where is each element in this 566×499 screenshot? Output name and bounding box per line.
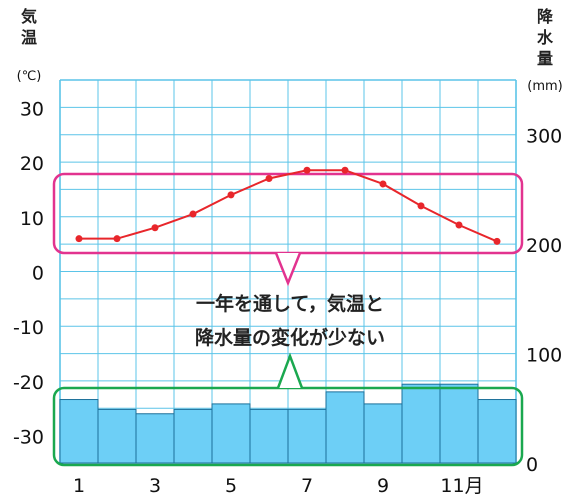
y-right-unit: (mm) bbox=[527, 79, 562, 94]
x-tick-label: 7 bbox=[301, 475, 313, 497]
precipitation-bracket-pointer bbox=[276, 352, 304, 389]
y-right-tick-label: 300 bbox=[526, 126, 562, 148]
precipitation-bar bbox=[287, 408, 327, 464]
precipitation-bar bbox=[173, 408, 213, 464]
temperature-point bbox=[379, 180, 387, 188]
precipitation-bar bbox=[59, 399, 99, 464]
x-tick-label: 5 bbox=[225, 475, 237, 497]
precipitation-bar bbox=[97, 408, 137, 464]
y-left-tick-label: -20 bbox=[13, 372, 44, 394]
temperature-series bbox=[75, 166, 501, 245]
precipitation-bar bbox=[477, 399, 517, 464]
precipitation-bar bbox=[135, 413, 175, 464]
x-tick-label: 9 bbox=[377, 475, 389, 497]
y-left-tick-label: -10 bbox=[13, 317, 44, 339]
y-left-tick-label: 0 bbox=[32, 263, 44, 285]
temperature-point bbox=[75, 235, 83, 243]
precipitation-bar bbox=[363, 403, 403, 464]
y-right-tick-label: 200 bbox=[526, 235, 562, 257]
y-left-tick-label: 30 bbox=[20, 98, 44, 120]
y-right-title-char: 降 bbox=[537, 7, 554, 26]
precipitation-bars bbox=[59, 383, 517, 464]
y-left-title-char: 温 bbox=[20, 28, 37, 47]
precipitation-bar bbox=[249, 408, 289, 464]
y-left-unit: (℃) bbox=[17, 69, 42, 84]
annotation-line-2: 降水量の変化が少ない bbox=[195, 326, 385, 349]
y-right-title-char: 量 bbox=[537, 49, 553, 68]
y-right-title-char: 水 bbox=[537, 28, 554, 47]
precipitation-bar bbox=[401, 383, 441, 464]
y-left-title-char: 気 bbox=[21, 7, 37, 26]
precipitation-bar bbox=[439, 383, 479, 464]
annotation-line-1: 一年を通して，気温と bbox=[196, 292, 384, 315]
temperature-point bbox=[417, 202, 425, 210]
x-tick-label: 1 bbox=[73, 475, 85, 497]
temperature-point bbox=[455, 221, 463, 229]
annotation: 一年を通して，気温と 降水量の変化が少ない bbox=[195, 292, 385, 349]
temperature-bracket-pointer bbox=[274, 252, 302, 287]
precipitation-bar bbox=[211, 403, 251, 464]
temperature-point bbox=[113, 235, 121, 243]
temperature-line bbox=[79, 169, 498, 243]
y-left-tick-label: 10 bbox=[20, 208, 44, 230]
temperature-point bbox=[303, 166, 311, 174]
temperature-point bbox=[227, 191, 235, 199]
x-tick-label: 11月 bbox=[440, 475, 483, 497]
temperature-point bbox=[189, 210, 197, 218]
y-left-tick-label: -30 bbox=[13, 427, 44, 449]
x-tick-label: 3 bbox=[149, 475, 161, 497]
temperature-point bbox=[341, 166, 349, 174]
precipitation-bar bbox=[325, 391, 365, 464]
y-right-tick-label: 0 bbox=[526, 454, 538, 476]
y-left-tick-label: 20 bbox=[20, 153, 44, 175]
temperature-point bbox=[151, 224, 159, 232]
temperature-point bbox=[493, 237, 501, 245]
y-right-tick-label: 100 bbox=[526, 345, 562, 367]
temperature-point bbox=[265, 174, 273, 182]
